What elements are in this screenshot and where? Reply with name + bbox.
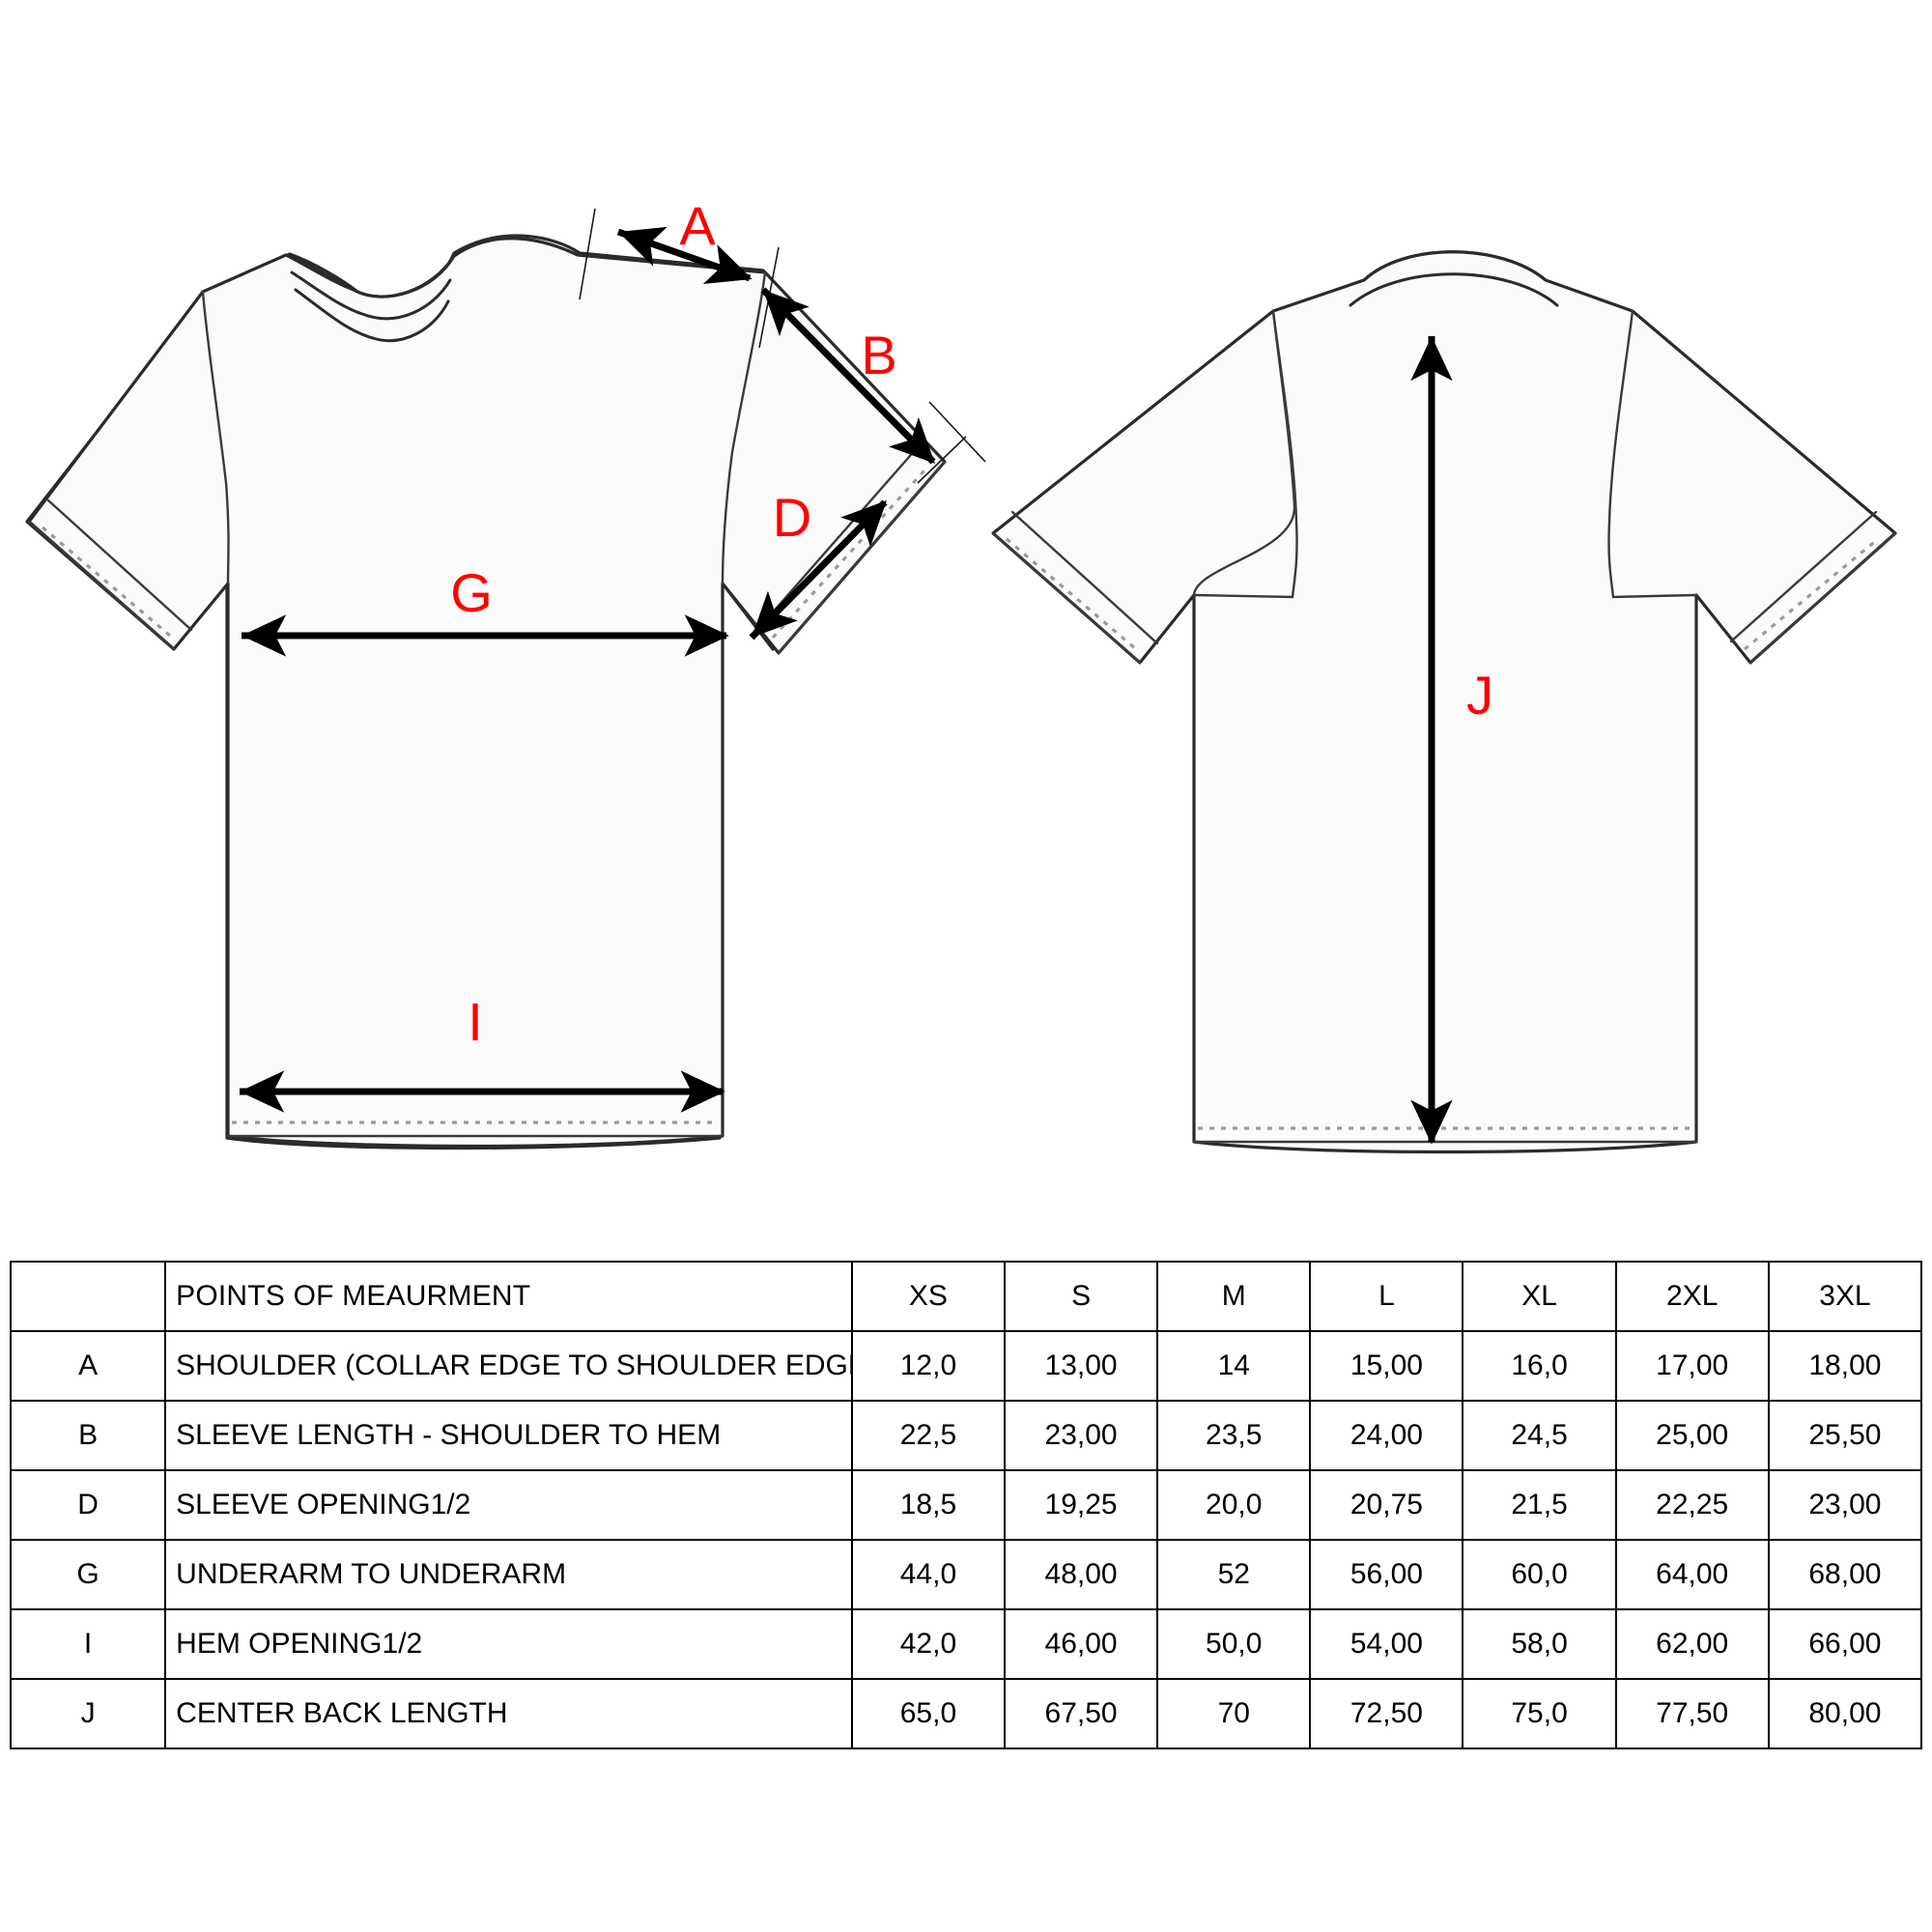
row-desc-b: SLEEVE LENGTH - SHOULDER TO HEM [164, 1400, 853, 1471]
table-row: A SHOULDER (COLLAR EDGE TO SHOULDER EDGE… [9, 1330, 1923, 1402]
cell-j-3xl: 80,00 [1767, 1678, 1923, 1749]
cell-g-m: 52 [1156, 1539, 1312, 1610]
cell-j-2xl: 77,50 [1614, 1678, 1770, 1749]
row-key-d: D [9, 1469, 167, 1541]
dimension-arrow-d [749, 499, 888, 640]
cell-a-m: 14 [1156, 1330, 1312, 1402]
cell-i-m: 50,0 [1156, 1608, 1312, 1680]
cell-i-s: 46,00 [1004, 1608, 1159, 1680]
header-size-2xl: 2XL [1614, 1261, 1770, 1332]
table-row: D SLEEVE OPENING1/2 18,5 19,25 20,0 20,7… [9, 1469, 1923, 1541]
table-row: G UNDERARM TO UNDERARM 44,0 48,00 52 56,… [9, 1539, 1923, 1610]
dimension-arrow-a [616, 226, 753, 285]
size-chart-table-container: POINTS OF MEAURMENT XS S M L XL 2XL 3XL … [9, 1261, 1923, 1749]
cell-j-s: 67,50 [1004, 1678, 1159, 1749]
header-key-blank [9, 1261, 167, 1332]
cell-i-2xl: 62,00 [1614, 1608, 1770, 1680]
technical-drawing-area: A B D G I [25, 195, 1897, 1154]
dimension-label-a: A [679, 195, 716, 256]
cell-g-2xl: 64,00 [1614, 1539, 1770, 1610]
cell-b-s: 23,00 [1004, 1400, 1159, 1471]
row-desc-j: CENTER BACK LENGTH [164, 1678, 853, 1749]
cell-d-xs: 18,5 [850, 1469, 1007, 1541]
table-header-row: POINTS OF MEAURMENT XS S M L XL 2XL 3XL [9, 1261, 1923, 1332]
cell-a-2xl: 17,00 [1614, 1330, 1770, 1402]
table-row: J CENTER BACK LENGTH 65,0 67,50 70 72,50… [9, 1678, 1923, 1749]
cell-a-3xl: 18,00 [1767, 1330, 1923, 1402]
header-size-s: S [1004, 1261, 1159, 1332]
row-key-g: G [9, 1539, 167, 1610]
cell-g-xl: 60,0 [1462, 1539, 1617, 1610]
cell-d-l: 20,75 [1309, 1469, 1464, 1541]
header-size-xs: XS [850, 1261, 1007, 1332]
table-row: B SLEEVE LENGTH - SHOULDER TO HEM 22,5 2… [9, 1400, 1923, 1471]
cell-d-2xl: 22,25 [1614, 1469, 1770, 1541]
cell-i-xl: 58,0 [1462, 1608, 1617, 1680]
row-desc-a: SHOULDER (COLLAR EDGE TO SHOULDER EDGE) [164, 1330, 853, 1402]
cell-a-xl: 16,0 [1462, 1330, 1617, 1402]
cell-a-s: 13,00 [1004, 1330, 1159, 1402]
row-desc-g: UNDERARM TO UNDERARM [164, 1539, 853, 1610]
cell-i-xs: 42,0 [850, 1608, 1007, 1680]
cell-g-l: 56,00 [1309, 1539, 1464, 1610]
dimension-arrow-b [760, 287, 936, 465]
t-shirt-back-illustration [991, 250, 1897, 1154]
t-shirt-front-illustration [25, 234, 947, 1151]
dimension-label-d: D [773, 487, 811, 548]
header-size-m: M [1156, 1261, 1312, 1332]
cell-b-m: 23,5 [1156, 1400, 1312, 1471]
cell-a-l: 15,00 [1309, 1330, 1464, 1402]
cell-d-s: 19,25 [1004, 1469, 1159, 1541]
cell-b-2xl: 25,00 [1614, 1400, 1770, 1471]
cell-b-l: 24,00 [1309, 1400, 1464, 1471]
cell-g-xs: 44,0 [850, 1539, 1007, 1610]
row-desc-i: HEM OPENING1/2 [164, 1608, 853, 1680]
cell-b-xl: 24,5 [1462, 1400, 1617, 1471]
dimension-label-b: B [861, 325, 896, 385]
cell-d-3xl: 23,00 [1767, 1469, 1923, 1541]
row-key-i: I [9, 1608, 167, 1680]
size-chart-table: POINTS OF MEAURMENT XS S M L XL 2XL 3XL … [9, 1261, 1923, 1749]
dimension-label-j: J [1466, 665, 1493, 725]
cell-d-m: 20,0 [1156, 1469, 1312, 1541]
dimension-label-g: G [450, 562, 493, 623]
header-size-3xl: 3XL [1767, 1261, 1923, 1332]
cell-b-xs: 22,5 [850, 1400, 1007, 1471]
row-key-a: A [9, 1330, 167, 1402]
cell-i-l: 54,00 [1309, 1608, 1464, 1680]
cell-b-3xl: 25,50 [1767, 1400, 1923, 1471]
table-row: I HEM OPENING1/2 42,0 46,00 50,0 54,00 5… [9, 1608, 1923, 1680]
cell-i-3xl: 66,00 [1767, 1608, 1923, 1680]
cell-j-m: 70 [1156, 1678, 1312, 1749]
header-points-of-measurement: POINTS OF MEAURMENT [164, 1261, 853, 1332]
row-desc-d: SLEEVE OPENING1/2 [164, 1469, 853, 1541]
cell-a-xs: 12,0 [850, 1330, 1007, 1402]
header-size-xl: XL [1462, 1261, 1617, 1332]
cell-j-l: 72,50 [1309, 1678, 1464, 1749]
row-key-b: B [9, 1400, 167, 1471]
cell-j-xs: 65,0 [850, 1678, 1007, 1749]
cell-j-xl: 75,0 [1462, 1678, 1617, 1749]
cell-g-3xl: 68,00 [1767, 1539, 1923, 1610]
cell-g-s: 48,00 [1004, 1539, 1159, 1610]
row-key-j: J [9, 1678, 167, 1749]
header-size-l: L [1309, 1261, 1464, 1332]
cell-d-xl: 21,5 [1462, 1469, 1617, 1541]
dimension-label-i: I [468, 991, 483, 1052]
